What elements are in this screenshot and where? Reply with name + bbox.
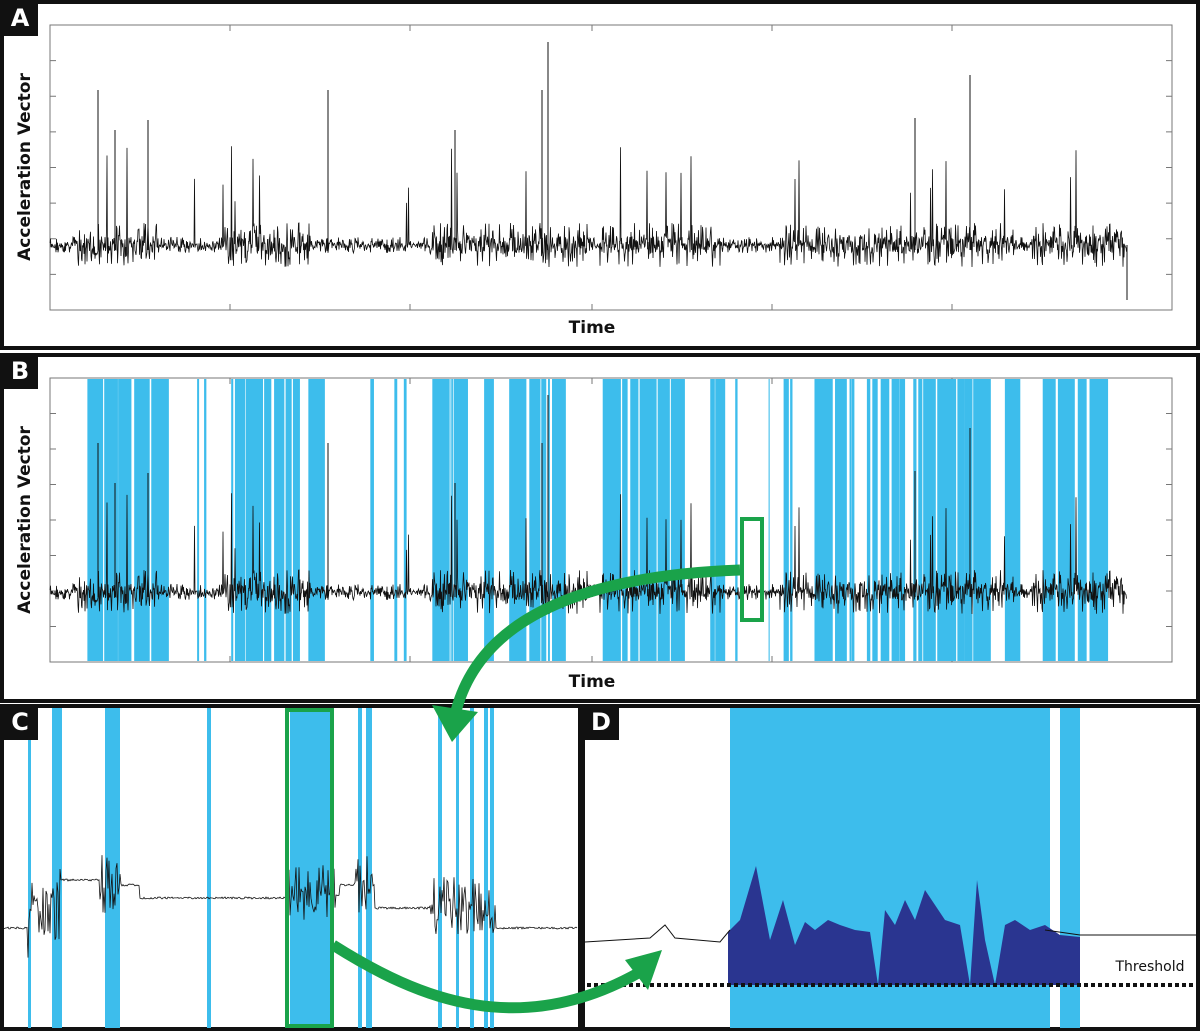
band: [923, 379, 936, 661]
band: [197, 379, 200, 661]
band: [366, 708, 372, 1028]
label-box: [2, 2, 38, 36]
band: [957, 379, 965, 661]
band: [552, 379, 566, 661]
band: [891, 379, 900, 661]
y-axis-label: Acceleration Vector: [15, 73, 35, 261]
band: [285, 379, 292, 661]
band: [451, 379, 453, 661]
band: [547, 379, 550, 661]
labels: A B C D Acceleration Vector Time Acceler…: [2, 2, 619, 740]
band: [1089, 379, 1109, 661]
band: [470, 708, 474, 1028]
band: [866, 379, 871, 661]
band: [490, 708, 494, 1028]
active-area: [728, 866, 1080, 985]
band: [783, 379, 789, 661]
band: [851, 379, 855, 661]
band: [1077, 379, 1087, 661]
band: [735, 379, 738, 661]
label-box: [2, 706, 38, 740]
panel-a-frame: [0, 0, 1200, 350]
band: [231, 379, 234, 661]
band: [438, 708, 442, 1028]
band: [814, 379, 833, 661]
zoom-arrowhead-2: [625, 950, 662, 990]
band: [541, 379, 547, 661]
band: [456, 708, 459, 1028]
band: [872, 379, 878, 661]
band: [835, 379, 847, 661]
annotations: Threshold: [285, 517, 1198, 1028]
panel-label: A: [11, 4, 30, 32]
band: [622, 379, 628, 661]
band: [639, 379, 657, 661]
panel-label: B: [11, 357, 29, 385]
band: [292, 379, 300, 661]
band: [1042, 379, 1056, 661]
band: [768, 379, 770, 661]
panel-b-frame: [0, 353, 1200, 703]
band: [630, 379, 639, 661]
zoom-box-c: [285, 708, 334, 1028]
band: [245, 379, 264, 661]
band: [453, 379, 468, 661]
band: [790, 379, 793, 661]
band: [370, 379, 374, 661]
x-axis-label: Time: [569, 672, 616, 692]
band: [899, 379, 906, 661]
band: [432, 379, 450, 661]
signal-d: [584, 924, 1198, 943]
band: [105, 708, 120, 1028]
band: [290, 708, 332, 1028]
band: [715, 379, 726, 661]
band: [602, 379, 621, 661]
band: [973, 379, 991, 661]
band: [1057, 379, 1075, 661]
band: [484, 379, 494, 661]
zoom-arrow-2: [330, 940, 643, 1014]
label-box: [583, 706, 619, 740]
band: [118, 379, 132, 661]
band: [1004, 379, 1021, 661]
band: [234, 379, 246, 661]
band: [964, 379, 973, 661]
band: [87, 379, 104, 661]
band: [529, 379, 541, 661]
band: [918, 379, 923, 661]
band: [28, 708, 31, 1028]
band: [880, 379, 890, 661]
zoom-arrow-1: [449, 564, 741, 717]
zoom-box-b: [740, 517, 764, 622]
band: [207, 708, 211, 1028]
band: [484, 708, 488, 1028]
band: [204, 379, 207, 661]
band: [52, 708, 62, 1028]
band: [274, 379, 285, 661]
band: [657, 379, 670, 661]
panel-label: D: [591, 708, 611, 736]
y-axis-label: Acceleration Vector: [15, 426, 35, 614]
band: [134, 379, 150, 661]
signal-a: [49, 146, 1127, 268]
threshold-label: Threshold: [1115, 959, 1185, 975]
label-box: [2, 355, 38, 389]
band: [937, 379, 957, 661]
band: [403, 379, 407, 661]
band: [849, 379, 852, 661]
band: [308, 379, 325, 661]
band: [151, 379, 169, 661]
band: [394, 379, 398, 661]
x-axis-label: Time: [569, 318, 616, 338]
band: [670, 379, 685, 661]
signal-c: [3, 855, 578, 958]
band: [710, 379, 715, 661]
band: [104, 379, 118, 661]
band: [264, 379, 272, 661]
zoom-arrowhead-1: [432, 705, 478, 742]
panel-label: C: [11, 708, 29, 736]
signals: [3, 42, 1198, 985]
